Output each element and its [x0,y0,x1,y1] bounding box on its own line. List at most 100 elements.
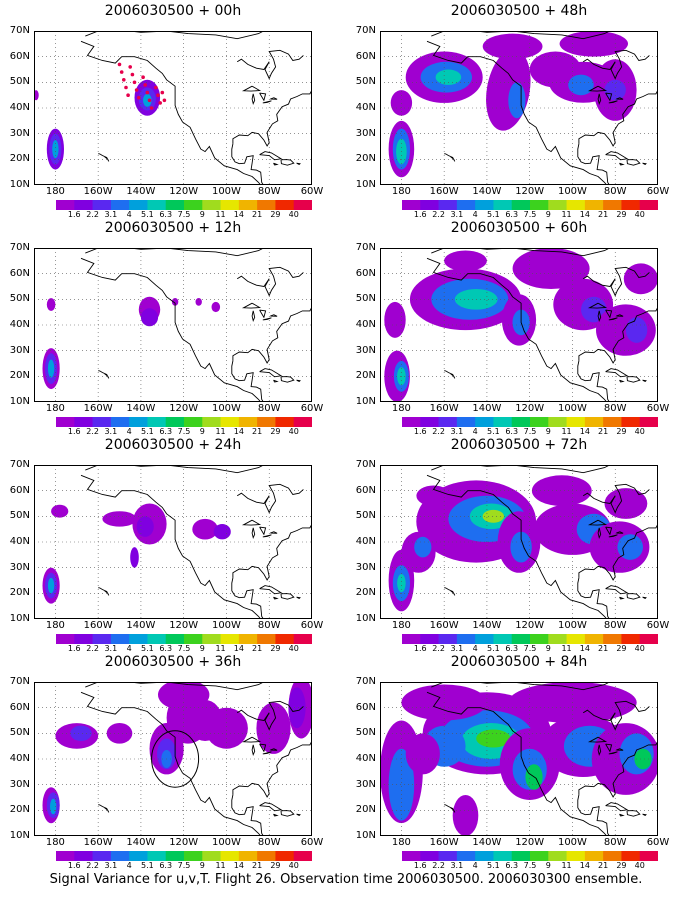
variance-contour [444,250,487,272]
colorbar-swatch [92,417,112,427]
variance-contour [70,725,92,741]
observation-point [162,98,167,103]
lat-tick-label: 20N [9,804,30,816]
lat-tick-label: 50N [9,76,30,88]
variance-contour [130,547,139,568]
colorbar-label: 11 [561,427,572,436]
coastline [264,266,304,297]
colorbar-swatch [621,851,641,861]
variance-contour [482,509,504,523]
colorbar-swatch [110,200,130,210]
lon-tick-label: 140W [126,186,156,197]
colorbar-swatch [511,417,531,427]
coastline [582,709,616,721]
coastline [431,682,611,691]
variance-contour [625,317,648,343]
colorbar-swatch [238,634,258,644]
coastline [426,474,608,619]
colorbar-label: 5.1 [141,210,154,219]
coastline [578,89,658,147]
colorbar-swatch [184,851,203,861]
colorbar-label: 9 [545,427,551,436]
coastline [444,370,456,379]
colorbar-label: 4 [472,861,478,870]
observation-point [143,83,147,87]
lon-tick-label: 180 [45,186,65,197]
colorbar-label: 7.5 [177,861,191,870]
colorbar-label: 1.6 [413,644,427,653]
colorbar-swatch [147,417,167,427]
coastline [80,691,262,836]
colorbar-label: 14 [233,210,244,219]
coastline [608,751,618,755]
colorbar-label: 9 [199,644,205,653]
colorbar-swatch [74,851,93,861]
coastline [426,691,608,836]
panel-title: 2006030500 + 60h [450,220,588,236]
lat-tick-label: 10N [355,830,376,841]
colorbar-label: 7.5 [523,210,537,219]
colorbar-swatch [456,851,476,861]
colorbar-swatch [165,851,185,861]
coastline [80,40,262,185]
coastline [444,587,456,596]
colorbar-label: 2.2 [432,427,445,436]
panel-title: 2006030500 + 24h [104,437,242,453]
map-panel-p48: 2006030500 + 48h 70N 60N 50N 40N 30N 20N 10N 180… [346,0,692,219]
lat-tick-label: 30N [9,127,30,139]
variance-contour [435,69,462,85]
lon-tick-label: 180 [45,620,65,631]
colorbar-label: 7.5 [523,861,537,870]
lat-tick-label: 50N [355,293,376,305]
colorbar-swatch [74,417,93,427]
variance-contour [510,531,532,563]
lat-tick-label: 20N [355,804,376,816]
colorbar-label: 2.2 [86,427,99,436]
colorbar-label: 14 [233,427,244,436]
colorbar-swatch [475,417,494,427]
variance-contour [140,308,159,327]
colorbar-swatch [639,417,658,427]
panel-title: 2006030500 + 00h [104,3,242,19]
colorbar-label: 40 [288,861,299,870]
variance-contour [46,298,56,311]
colorbar-swatch [238,417,258,427]
colorbar-swatch [402,200,421,210]
lat-tick-label: 10N [355,613,376,624]
colorbar-swatch [56,851,75,861]
colorbar-label: 4 [472,210,478,219]
lat-tick-label: 60N [9,267,30,279]
lat-tick-label: 70N [9,459,30,470]
colorbar-swatch [438,634,458,644]
colorbar-swatch [92,851,112,861]
coastline [642,379,647,383]
observation-point [158,101,162,105]
coastline [587,736,608,743]
coastline [587,519,608,526]
coastline [597,744,602,756]
colorbar-swatch [530,851,549,861]
colorbar-label: 21 [598,861,609,870]
lon-tick-label: 160W [83,837,113,848]
coastline [582,492,616,504]
colorbar-swatch [438,200,458,210]
coastline [236,492,270,504]
colorbar-swatch [475,634,494,644]
lon-tick-label: 100W [211,186,241,197]
observation-point [137,95,141,100]
coastline [232,306,312,364]
colorbar-swatch [603,851,622,861]
colorbar-swatch [475,851,494,861]
colorbar-label: 14 [579,644,590,653]
colorbar-swatch [530,417,549,427]
variance-contour [414,536,432,558]
coastline [241,736,262,743]
coastline [262,534,272,538]
colorbar-label: 40 [288,427,299,436]
colorbar-label: 6.3 [159,861,173,870]
colorbar-label: 1.6 [67,210,81,219]
lat-tick-label: 60N [9,484,30,496]
lat-tick-label: 50N [355,510,376,522]
lon-tick-label: 180 [45,837,65,848]
lon-tick-label: 60W [300,403,324,414]
